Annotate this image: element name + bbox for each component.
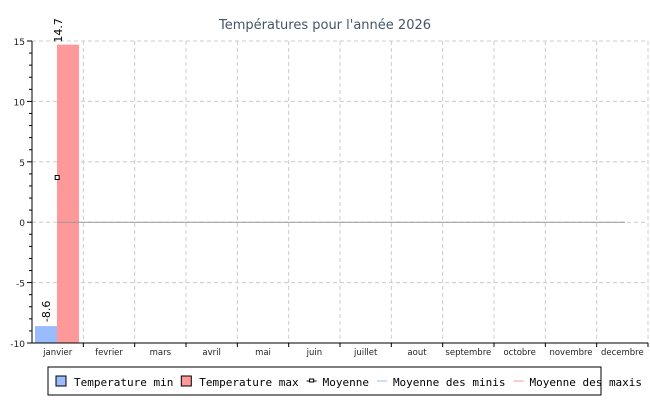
x-tick-label: mars bbox=[150, 348, 172, 358]
legend-marker bbox=[309, 378, 315, 383]
data-label: 14.7 bbox=[52, 18, 65, 43]
y-tick-label: 15 bbox=[14, 38, 25, 48]
x-tick-label: octobre bbox=[503, 348, 535, 358]
y-tick-label: 5 bbox=[19, 159, 25, 169]
legend-swatch bbox=[55, 375, 67, 387]
y-tick-label: 10 bbox=[14, 98, 26, 108]
legend-label: Temperature max bbox=[199, 376, 299, 389]
mean-point bbox=[54, 175, 60, 181]
y-tick-label: 0 bbox=[19, 219, 25, 229]
x-tick-label: aout bbox=[407, 348, 427, 358]
legend-swatch bbox=[180, 375, 192, 387]
x-tick-label: fevrier bbox=[95, 348, 123, 358]
legend bbox=[47, 366, 602, 396]
x-tick-label: janvier bbox=[42, 348, 73, 358]
legend-label: Moyenne bbox=[323, 376, 369, 389]
legend-label: Temperature min bbox=[74, 376, 173, 389]
y-tick-label: -10 bbox=[10, 340, 25, 350]
x-tick-label: avril bbox=[202, 348, 220, 358]
x-tick-label: juillet bbox=[353, 348, 378, 358]
chart-title: Températures pour l'année 2026 bbox=[218, 18, 431, 33]
legend-label: Moyenne des minis bbox=[393, 376, 506, 389]
x-tick-label: juin bbox=[306, 348, 323, 358]
x-tick-label: septembre bbox=[445, 348, 491, 358]
data-label: -8.6 bbox=[40, 301, 53, 322]
x-tick-label: mai bbox=[255, 348, 271, 358]
bar-temperature-min bbox=[35, 326, 57, 343]
x-tick-label: decembre bbox=[601, 348, 644, 358]
x-tick-label: novembre bbox=[549, 348, 592, 358]
y-tick-label: -5 bbox=[16, 280, 25, 290]
bar-temperature-max bbox=[57, 44, 79, 344]
legend-label: Moyenne des maxis bbox=[529, 376, 642, 389]
